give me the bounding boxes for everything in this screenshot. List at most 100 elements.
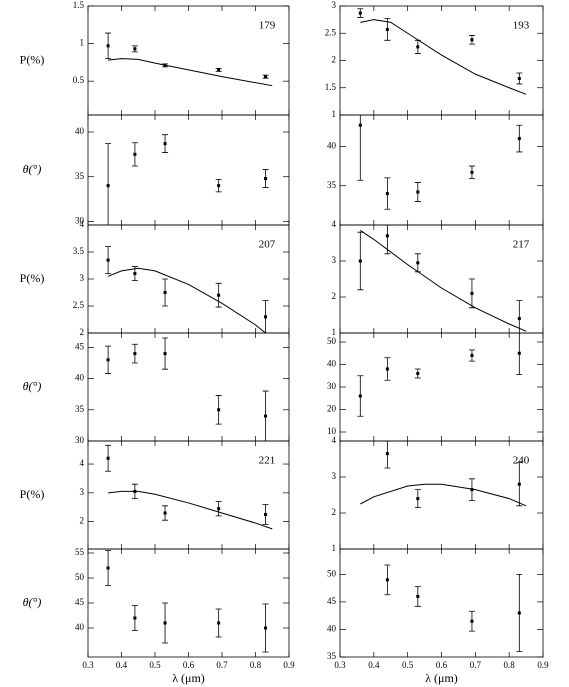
data-point	[470, 170, 474, 174]
data-point	[358, 11, 362, 15]
panel: 2 2.5 3 3.5 4 P(%) 207	[20, 219, 290, 337]
plot-area	[105, 337, 269, 441]
data-point	[217, 408, 221, 412]
y-tick-label: 50	[327, 568, 337, 578]
data-point	[163, 621, 167, 625]
data-point	[517, 482, 521, 486]
model-curve	[108, 58, 273, 87]
y-axis-label: θ(°)	[23, 595, 42, 609]
data-point	[385, 367, 389, 371]
y-tick-label: 30	[327, 381, 337, 391]
y-tick-label: 20	[327, 404, 337, 414]
x-tick-label: 0.7	[216, 660, 228, 670]
y-tick-label: 35	[75, 404, 85, 414]
y-tick-label: 0.5	[73, 75, 85, 85]
panel: 0.3 0.4 0.5 0.6 0.7 0.8 0.9 40 45 50 55 θ(°) λ (μm)	[23, 547, 295, 685]
plot-frame	[87, 114, 290, 226]
plot-area	[360, 441, 527, 508]
y-tick-label: 30	[75, 215, 85, 225]
plot-area	[105, 246, 269, 333]
panel: 10 20 30 40 50	[327, 332, 544, 442]
data-point	[416, 372, 420, 375]
data-point	[106, 566, 110, 570]
data-point	[163, 291, 167, 294]
panel: 2 3 4 P(%) 221	[20, 440, 290, 550]
data-point	[264, 626, 268, 630]
x-tick-label: 0.9	[283, 660, 295, 670]
panel: 1 2 3 4 217	[332, 219, 544, 337]
y-tick-label: 4	[332, 435, 337, 445]
data-point	[385, 578, 389, 582]
x-tick-label: 0.6	[436, 660, 448, 670]
panel: 0.3 0.4 0.5 0.6 0.7 0.8 0.9 35 40 45 50 λ (μm)	[327, 548, 549, 685]
plot-frame	[339, 332, 544, 442]
data-point	[470, 291, 474, 295]
data-point	[133, 489, 137, 493]
annotation: 240	[513, 455, 530, 467]
annotation: 207	[259, 239, 276, 251]
data-point	[133, 352, 137, 356]
panel: 0.5 1 1.5 P(%) 179	[20, 0, 290, 116]
model-curve	[360, 19, 527, 95]
y-tick-label: 3	[80, 487, 85, 497]
y-tick-label: 4	[80, 219, 85, 229]
x-tick-label: 0.6	[183, 660, 195, 670]
y-tick-label: 4	[332, 219, 337, 229]
data-point	[217, 68, 221, 72]
data-point	[133, 47, 137, 51]
data-point	[470, 619, 474, 623]
y-tick-label: 1.5	[73, 0, 85, 10]
y-axis-label: P(%)	[20, 52, 45, 66]
x-tick-label: 0.8	[250, 660, 262, 670]
y-tick-label: 35	[327, 651, 337, 661]
y-axis-label: θ(°)	[23, 162, 42, 176]
data-point	[416, 190, 420, 194]
y-tick-label: 45	[75, 597, 85, 607]
model-curve	[107, 267, 266, 333]
annotation: 217	[513, 239, 530, 251]
y-tick-label: 30	[75, 435, 85, 445]
y-tick-label: 2	[80, 516, 85, 526]
data-point	[106, 456, 110, 460]
data-point	[133, 616, 137, 620]
y-tick-label: 3	[332, 0, 337, 10]
y-tick-label: 40	[75, 373, 85, 383]
plot-area	[105, 32, 273, 87]
data-point	[416, 45, 420, 49]
y-tick-label: 45	[75, 341, 85, 351]
x-tick-label: 0.8	[504, 660, 516, 670]
data-point	[217, 507, 221, 511]
data-point	[385, 192, 389, 196]
data-point	[264, 176, 268, 180]
y-axis-label: θ(°)	[23, 379, 42, 393]
x-tick-label: 0.7	[470, 660, 482, 670]
y-tick-label: 35	[75, 171, 85, 181]
y-tick-label: 45	[327, 596, 337, 606]
x-tick-label: 0.4	[368, 660, 380, 670]
panel: 30 35 40 45 θ(°)	[23, 332, 290, 445]
y-tick-label: 35	[327, 180, 337, 190]
data-point	[264, 75, 268, 79]
y-tick-label: 40	[327, 140, 337, 150]
data-point	[517, 351, 521, 355]
plot-frame	[339, 548, 544, 658]
data-point	[358, 394, 362, 398]
data-point	[106, 44, 110, 48]
data-point	[416, 261, 420, 265]
data-point	[264, 315, 268, 319]
y-tick-label: 1	[332, 543, 337, 553]
y-tick-label: 2	[80, 327, 85, 337]
data-point	[106, 258, 110, 262]
y-tick-label: 40	[75, 622, 85, 632]
y-tick-label: 3	[332, 255, 337, 265]
model-curve	[108, 490, 273, 530]
y-tick-label: 55	[75, 547, 85, 557]
y-tick-label: 40	[75, 126, 85, 136]
annotation: 193	[513, 20, 530, 32]
y-axis-label: P(%)	[20, 271, 45, 285]
data-point	[264, 414, 268, 418]
data-point	[517, 137, 521, 141]
x-axis-label: λ (μm)	[425, 671, 458, 685]
data-point	[517, 317, 521, 321]
x-tick-label: 0.9	[537, 660, 549, 670]
